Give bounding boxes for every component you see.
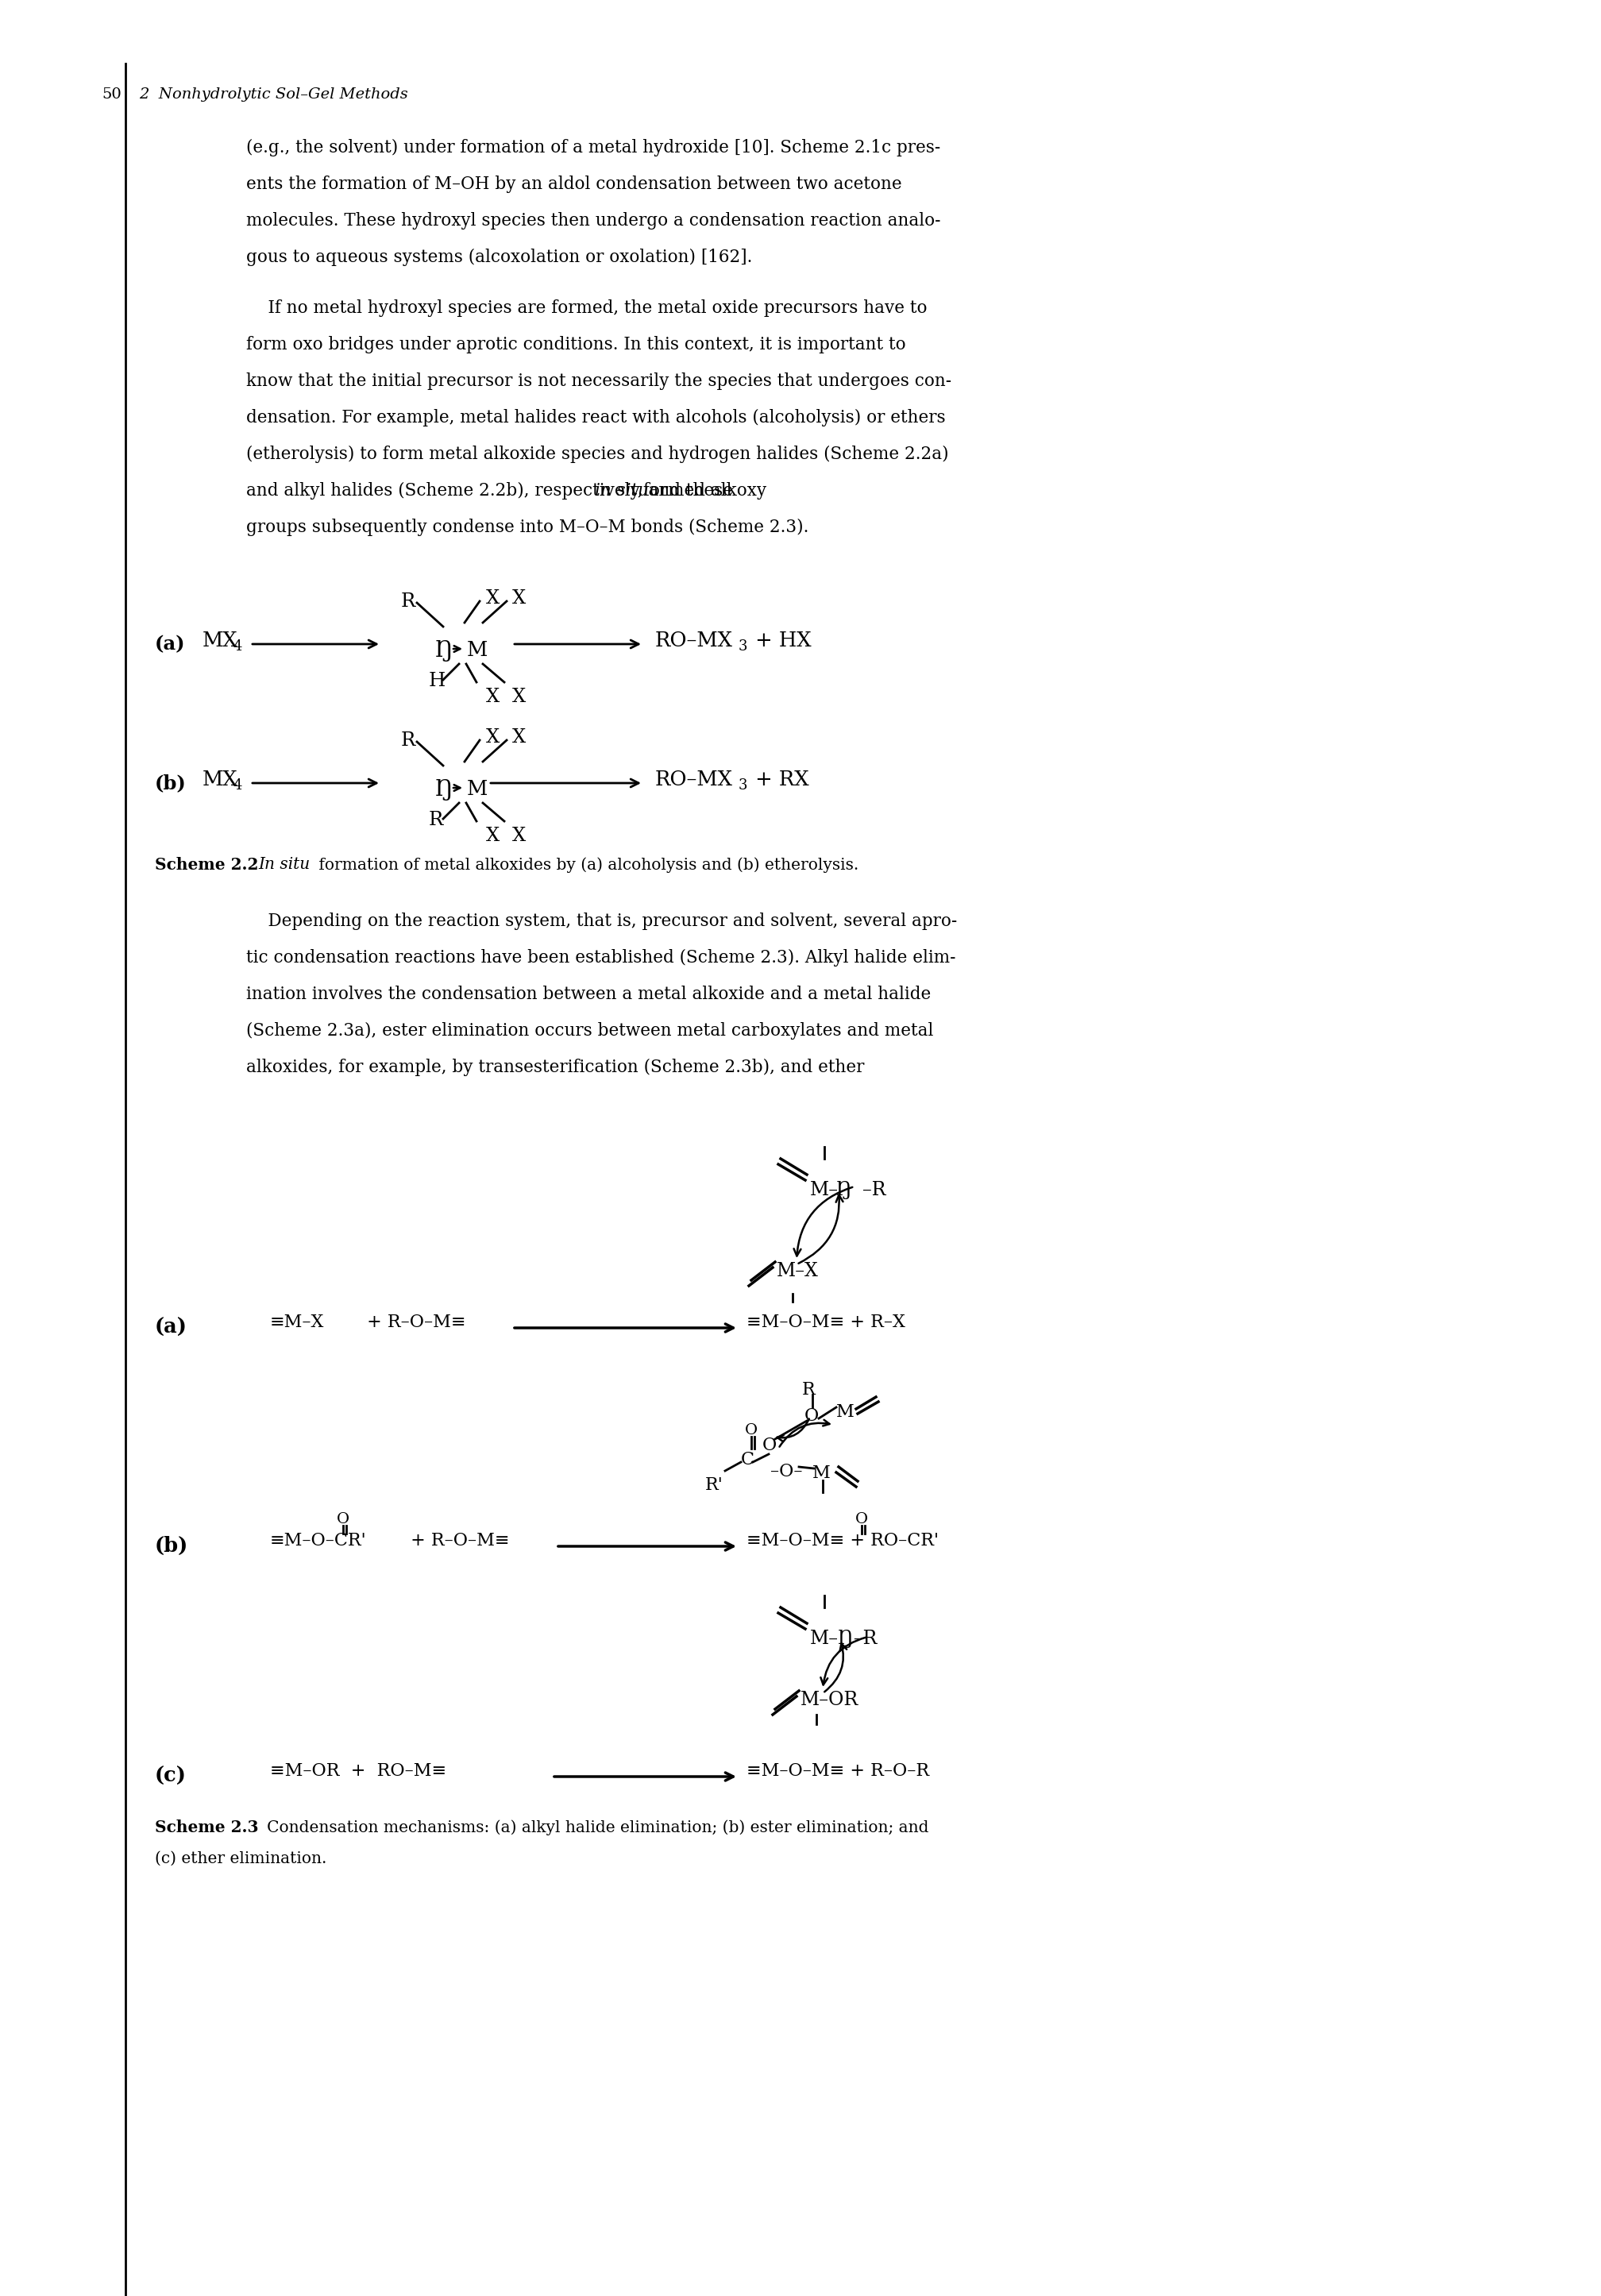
- Text: 4: 4: [232, 638, 242, 654]
- Text: H: H: [429, 673, 445, 691]
- Text: M: M: [812, 1465, 831, 1481]
- Text: + R–O–M≡: + R–O–M≡: [405, 1531, 509, 1550]
- Text: MX: MX: [202, 769, 239, 790]
- Text: R': R': [704, 1476, 724, 1495]
- Text: M–Ŋ–R: M–Ŋ–R: [810, 1630, 877, 1649]
- Text: –R: –R: [863, 1180, 885, 1199]
- Text: 3: 3: [738, 638, 748, 654]
- Text: groups subsequently condense into M–O–M bonds (Scheme 2.3).: groups subsequently condense into M–O–M …: [247, 519, 809, 537]
- Text: ents the formation of M–OH by an aldol condensation between two acetone: ents the formation of M–OH by an aldol c…: [247, 174, 901, 193]
- Text: (b): (b): [155, 774, 186, 792]
- Text: form oxo bridges under aprotic conditions. In this context, it is important to: form oxo bridges under aprotic condition…: [247, 335, 906, 354]
- Text: M: M: [467, 778, 488, 799]
- Text: In situ: In situ: [258, 856, 311, 872]
- Text: Depending on the reaction system, that is, precursor and solvent, several apro-: Depending on the reaction system, that i…: [247, 912, 957, 930]
- Text: 50: 50: [102, 87, 122, 101]
- Text: X: X: [512, 728, 525, 746]
- Text: –O–: –O–: [770, 1463, 802, 1481]
- Text: gous to aqueous systems (alcoxolation or oxolation) [162].: gous to aqueous systems (alcoxolation or…: [247, 248, 752, 266]
- Text: ≡M–O–CR': ≡M–O–CR': [271, 1531, 367, 1550]
- Text: RO–MX: RO–MX: [655, 631, 733, 650]
- Text: Scheme 2.2: Scheme 2.2: [155, 856, 258, 872]
- Text: X: X: [487, 728, 500, 746]
- Text: O: O: [855, 1513, 868, 1527]
- Text: M: M: [467, 641, 488, 659]
- Text: ≡M–OR  +  RO–M≡: ≡M–OR + RO–M≡: [271, 1763, 447, 1779]
- Text: ≡M–O–M≡ + R–X: ≡M–O–M≡ + R–X: [746, 1313, 905, 1332]
- Text: M–X: M–X: [776, 1263, 818, 1281]
- Text: molecules. These hydroxyl species then undergo a condensation reaction analo-: molecules. These hydroxyl species then u…: [247, 211, 941, 230]
- Text: 3: 3: [738, 778, 748, 792]
- Text: + HX: + HX: [749, 631, 812, 650]
- Text: (c): (c): [155, 1766, 187, 1786]
- Text: R: R: [802, 1382, 815, 1398]
- Text: (a): (a): [155, 634, 186, 654]
- Text: R: R: [429, 810, 443, 829]
- Text: know that the initial precursor is not necessarily the species that undergoes co: know that the initial precursor is not n…: [247, 372, 951, 390]
- Text: + RX: + RX: [749, 769, 809, 790]
- Text: ination involves the condensation between a metal alkoxide and a metal halide: ination involves the condensation betwee…: [247, 985, 930, 1003]
- Text: R: R: [400, 592, 416, 611]
- Text: 4: 4: [232, 778, 242, 792]
- Text: (b): (b): [155, 1536, 189, 1557]
- Text: ≡M–X: ≡M–X: [271, 1313, 325, 1332]
- Text: (Scheme 2.3a), ester elimination occurs between metal carboxylates and metal: (Scheme 2.3a), ester elimination occurs …: [247, 1022, 933, 1040]
- Text: (a): (a): [155, 1318, 187, 1336]
- Text: X: X: [487, 590, 500, 608]
- Text: M–OR: M–OR: [800, 1690, 858, 1708]
- Text: O: O: [336, 1513, 349, 1527]
- Text: (c) ether elimination.: (c) ether elimination.: [155, 1851, 327, 1867]
- Text: X: X: [512, 689, 525, 707]
- Text: X: X: [487, 827, 500, 845]
- Text: M: M: [836, 1403, 855, 1421]
- Text: + R–O–M≡: + R–O–M≡: [362, 1313, 466, 1332]
- Text: Scheme 2.3: Scheme 2.3: [155, 1818, 258, 1835]
- Text: Condensation mechanisms: (a) alkyl halide elimination; (b) ester elimination; an: Condensation mechanisms: (a) alkyl halid…: [251, 1818, 929, 1835]
- Text: M–: M–: [810, 1180, 839, 1199]
- Text: Ŋ: Ŋ: [836, 1180, 852, 1199]
- Text: ≡M–O–M≡ + R–O–R: ≡M–O–M≡ + R–O–R: [746, 1763, 929, 1779]
- Text: Ŋ: Ŋ: [435, 778, 453, 801]
- Text: RO–MX: RO–MX: [655, 769, 733, 790]
- Text: O: O: [744, 1424, 757, 1437]
- Text: O: O: [762, 1437, 776, 1453]
- Text: formation of metal alkoxides by (a) alcoholysis and (b) etherolysis.: formation of metal alkoxides by (a) alco…: [314, 856, 858, 872]
- Text: in situ: in situ: [594, 482, 648, 501]
- Text: (etherolysis) to form metal alkoxide species and hydrogen halides (Scheme 2.2a): (etherolysis) to form metal alkoxide spe…: [247, 445, 949, 464]
- Text: X: X: [512, 590, 525, 608]
- Text: tic condensation reactions have been established (Scheme 2.3). Alkyl halide elim: tic condensation reactions have been est…: [247, 948, 956, 967]
- Text: R: R: [400, 732, 416, 751]
- Text: formed alkoxy: formed alkoxy: [637, 482, 767, 501]
- Text: X: X: [487, 689, 500, 707]
- Text: If no metal hydroxyl species are formed, the metal oxide precursors have to: If no metal hydroxyl species are formed,…: [247, 298, 927, 317]
- Text: ≡M–O–M≡ + RO–CR': ≡M–O–M≡ + RO–CR': [746, 1531, 938, 1550]
- Text: Ŋ: Ŋ: [435, 641, 453, 661]
- Text: C: C: [741, 1451, 754, 1469]
- Text: O: O: [804, 1407, 820, 1426]
- Text: densation. For example, metal halides react with alcohols (alcoholysis) or ether: densation. For example, metal halides re…: [247, 409, 946, 427]
- Text: and alkyl halides (Scheme 2.2b), respectively, and these: and alkyl halides (Scheme 2.2b), respect…: [247, 482, 738, 501]
- Text: X: X: [512, 827, 525, 845]
- Text: MX: MX: [202, 631, 239, 650]
- Text: (e.g., the solvent) under formation of a metal hydroxide [10]. Scheme 2.1c pres-: (e.g., the solvent) under formation of a…: [247, 140, 940, 156]
- Text: 2  Nonhydrolytic Sol–Gel Methods: 2 Nonhydrolytic Sol–Gel Methods: [139, 87, 408, 101]
- Text: alkoxides, for example, by transesterification (Scheme 2.3b), and ether: alkoxides, for example, by transesterifi…: [247, 1058, 865, 1077]
